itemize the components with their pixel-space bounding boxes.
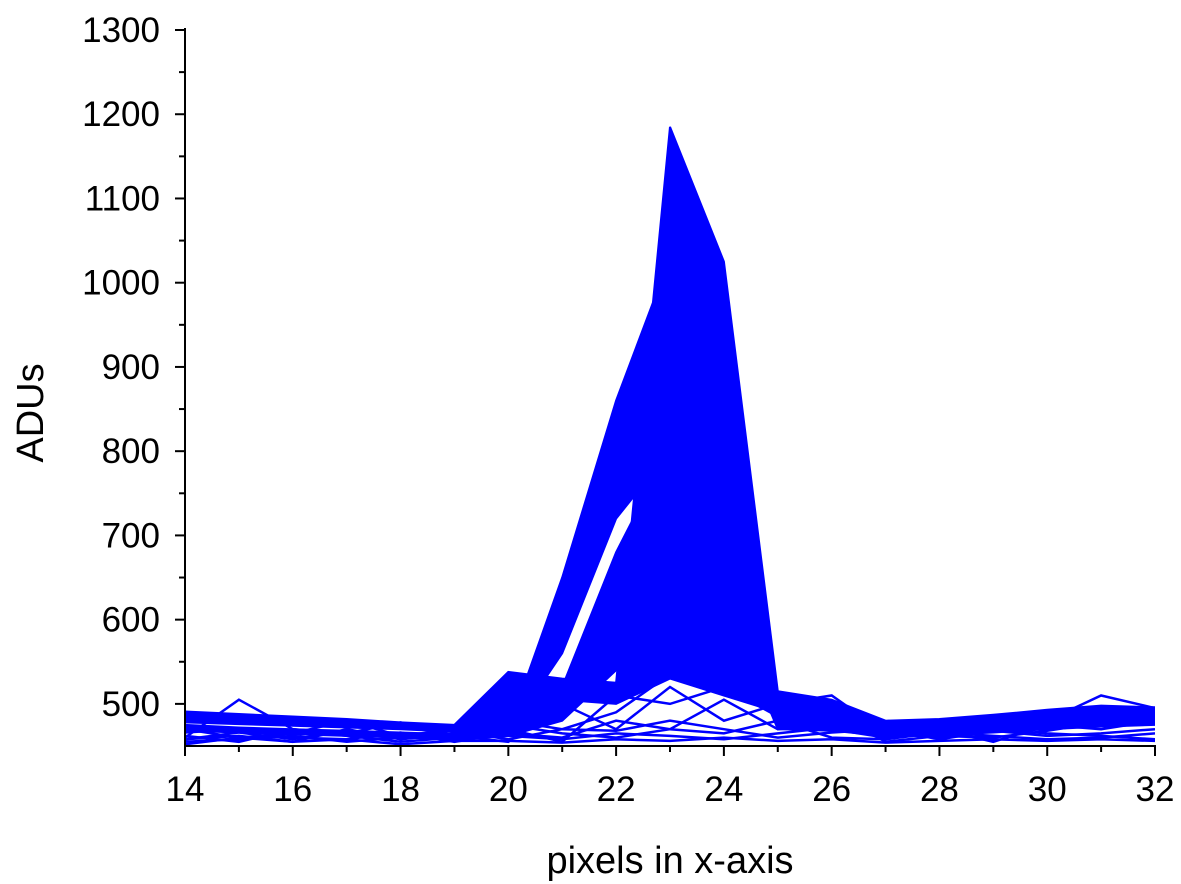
x-tick-label: 26 [812, 770, 851, 809]
x-tick-label: 16 [273, 770, 312, 809]
x-tick-label: 30 [1028, 770, 1067, 809]
data-series-1 [185, 685, 1155, 744]
y-tick-label: 700 [102, 516, 160, 555]
y-tick-label: 1200 [82, 95, 160, 134]
y-tick-label: 1000 [82, 264, 160, 303]
x-tick-label: 20 [489, 770, 528, 809]
plot-marks [185, 126, 1155, 746]
x-axis-title: pixels in x-axis [546, 840, 793, 882]
data-series-6 [185, 719, 1155, 744]
x-tick-label: 28 [920, 770, 959, 809]
axes: 500 600 700 800 900 1000 1100 1200 1300 14 16 18 20 2… [82, 11, 1174, 809]
y-tick-label: 1100 [85, 179, 160, 218]
data-series-8 [185, 736, 1155, 746]
x-tick-label: 18 [381, 770, 420, 809]
x-tick-label: 32 [1136, 770, 1175, 809]
data-series-5 [185, 719, 1155, 744]
data-series-3 [185, 685, 1155, 744]
y-tick-label: 600 [102, 601, 160, 640]
data-series-7 [185, 726, 1155, 741]
y-axis-title: ADUs [10, 363, 52, 462]
y-tick-label: 500 [102, 685, 160, 724]
x-tick-label: 22 [597, 770, 636, 809]
y-tick-label: 800 [102, 432, 160, 471]
y-tick-label: 1300 [82, 11, 160, 50]
x-tick-label: 14 [166, 770, 205, 809]
x-tick-label: 24 [704, 770, 743, 809]
y-tick-label: 900 [102, 348, 160, 387]
